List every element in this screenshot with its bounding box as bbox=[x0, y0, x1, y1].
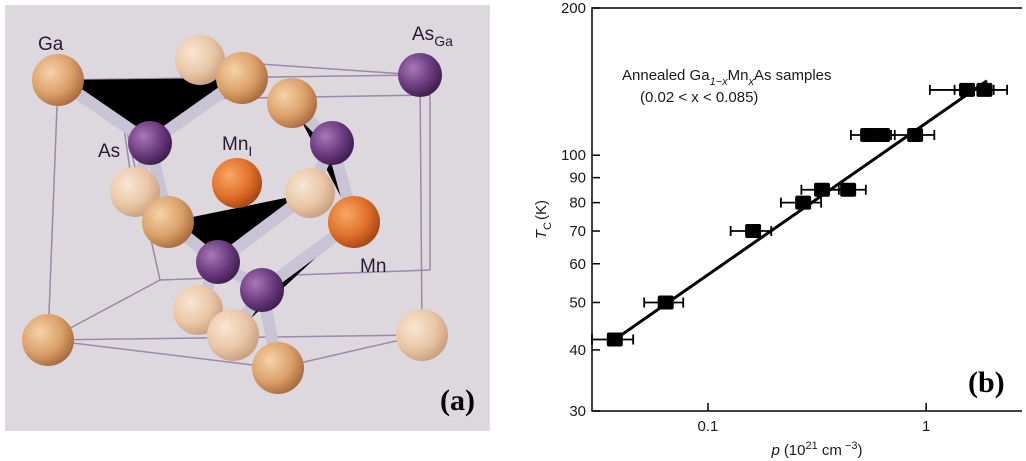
y-tick-label: 70 bbox=[569, 223, 586, 240]
panel-label: (b) bbox=[968, 366, 1005, 399]
label-main: Mn bbox=[222, 134, 248, 155]
x-tick-label: 1 bbox=[922, 418, 930, 435]
annotation: (0.02 < x < 0.085) bbox=[640, 89, 758, 106]
marker bbox=[607, 333, 623, 347]
label-sup: −3 bbox=[842, 440, 858, 452]
marker bbox=[976, 83, 992, 97]
annotation-text: As samples bbox=[754, 67, 832, 84]
y-tick-label: 90 bbox=[569, 170, 586, 187]
label-pre: (10 bbox=[784, 442, 806, 459]
x-axis-label: p (1021 cm −3) bbox=[770, 440, 862, 459]
annotation-text: Mn bbox=[728, 67, 749, 84]
y-tick-label: 30 bbox=[569, 403, 586, 420]
label-sup: 21 bbox=[806, 440, 818, 452]
y-tick-label: 50 bbox=[569, 294, 586, 311]
label-sub: C bbox=[542, 222, 554, 230]
figure: Ga AsGa As MnI Mn (a) 304050607080901002… bbox=[0, 0, 1026, 461]
panel-label: (a) bbox=[440, 384, 475, 417]
annotation-sub: 1−x bbox=[710, 76, 729, 88]
y-tick-label: 60 bbox=[569, 256, 586, 273]
panel-a: Ga AsGa As MnI Mn (a) bbox=[5, 5, 490, 431]
marker bbox=[840, 183, 856, 197]
y-axis-label: TC(K) bbox=[533, 200, 554, 239]
annotation: Annealed Ga1−xMnxAs samples bbox=[622, 67, 832, 88]
x-tick-label: 0.1 bbox=[698, 418, 719, 435]
label-main: As bbox=[412, 24, 434, 45]
marker bbox=[874, 128, 890, 142]
label-mid: cm bbox=[818, 442, 842, 459]
marker bbox=[907, 128, 923, 142]
label-unit: (K) bbox=[533, 200, 550, 220]
y-tick-label: 100 bbox=[561, 147, 586, 164]
y-tick-label: 40 bbox=[569, 342, 586, 359]
marker bbox=[658, 295, 674, 309]
annotation-text: Annealed Ga bbox=[622, 67, 710, 84]
atom-label: As bbox=[98, 141, 120, 162]
y-tick-label: 200 bbox=[561, 0, 586, 17]
y-tick-label: 80 bbox=[569, 195, 586, 212]
label-main: p bbox=[770, 442, 779, 459]
label-post: ) bbox=[858, 442, 863, 459]
atom-label: Mn bbox=[360, 256, 386, 277]
marker bbox=[745, 224, 761, 238]
label-sub: I bbox=[248, 143, 252, 159]
label-sub: Ga bbox=[434, 33, 453, 49]
marker bbox=[795, 196, 811, 210]
atom-label: Ga bbox=[38, 34, 64, 55]
